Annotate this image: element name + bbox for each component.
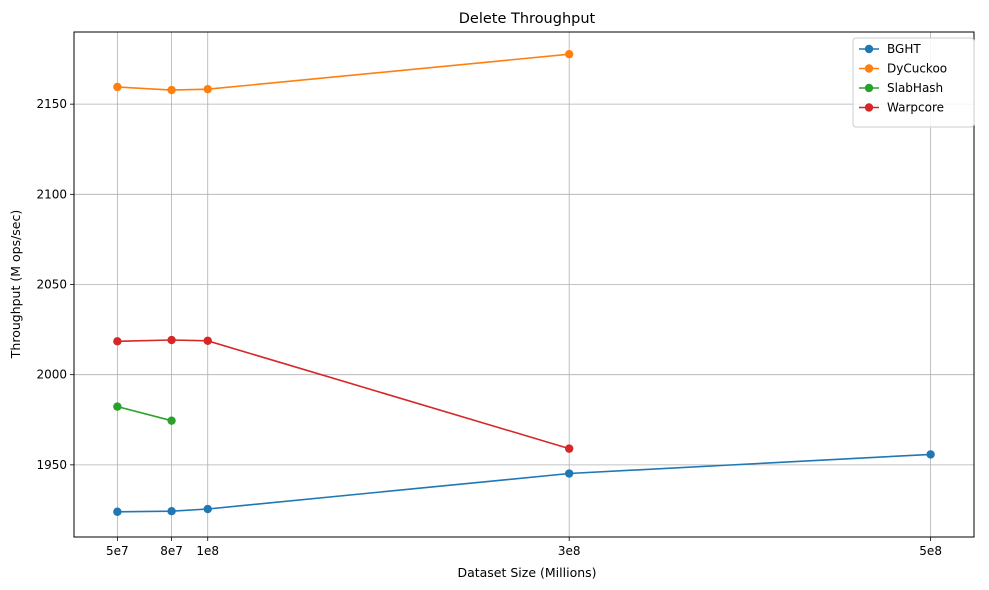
series-warpcore (113, 335, 574, 453)
data-point-warpcore (203, 336, 212, 345)
series-line-warpcore (117, 339, 570, 450)
data-point-warpcore (167, 335, 176, 345)
y-tick-label: 1950 (36, 458, 67, 472)
x-tick-label: 5e7 (106, 544, 129, 558)
series-bght (113, 450, 935, 516)
data-point-slabhash (113, 402, 122, 411)
legend: BGHT DyCuckoo SlabHash Warpcore (852, 37, 975, 128)
chart-title: Delete Throughput (459, 11, 596, 27)
legend-label-slabhash: SlabHash (887, 81, 943, 95)
legend-label-warpcore: Warpcore (887, 101, 944, 115)
series-slabhash (113, 402, 176, 425)
y-tick-label: 2050 (36, 278, 67, 292)
data-point-bght (203, 504, 212, 514)
data-point-dycuckoo (203, 84, 212, 94)
data-point-bght (167, 507, 176, 516)
x-tick-label: 3e8 (558, 544, 581, 558)
data-point-slabhash (167, 416, 176, 425)
x-tick-label: 1e8 (196, 544, 219, 558)
series-layer (113, 49, 935, 516)
series-dycuckoo (113, 49, 574, 95)
series-line-slabhash (117, 405, 172, 422)
y-tick-label: 2150 (36, 97, 67, 111)
data-point-bght (564, 469, 574, 478)
x-axis: 5e7 8e7 1e8 3e8 5e8 (106, 537, 942, 558)
y-tick-label: 2000 (36, 368, 67, 382)
y-axis: 1950 2000 2050 2100 2150 (36, 97, 74, 472)
series-line-dycuckoo (117, 53, 570, 91)
data-point-dycuckoo (167, 85, 176, 95)
grid-lines (74, 32, 974, 537)
legend-marker-slabhash (864, 83, 874, 93)
y-tick-label: 2100 (36, 187, 67, 201)
data-point-bght (926, 450, 935, 459)
legend-marker-dycuckoo (864, 64, 874, 73)
x-tick-label: 8e7 (160, 544, 183, 558)
data-point-warpcore (113, 337, 122, 346)
data-point-warpcore (564, 444, 574, 453)
legend-label-dycuckoo: DyCuckoo (887, 62, 947, 76)
y-axis-label: Throughput (M ops/sec) (8, 210, 23, 359)
data-point-bght (113, 507, 122, 516)
legend-box (852, 37, 975, 128)
legend-marker-warpcore (864, 103, 874, 112)
legend-label-bght: BGHT (887, 42, 921, 56)
data-point-dycuckoo (564, 49, 574, 59)
x-tick-label: 5e8 (919, 544, 942, 558)
data-point-dycuckoo (113, 82, 122, 92)
legend-marker-bght (864, 44, 874, 54)
x-axis-label: Dataset Size (Millions) (457, 565, 596, 580)
